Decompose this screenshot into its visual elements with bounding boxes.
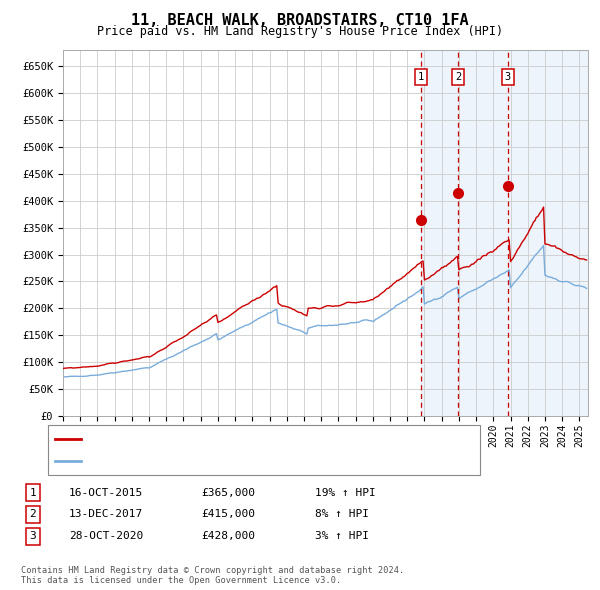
Text: 1: 1: [418, 72, 424, 82]
Text: 3: 3: [29, 532, 37, 541]
Text: 3: 3: [505, 72, 511, 82]
Text: 1: 1: [29, 488, 37, 497]
Text: 11, BEACH WALK, BROADSTAIRS, CT10 1FA (detached house): 11, BEACH WALK, BROADSTAIRS, CT10 1FA (d…: [85, 434, 422, 444]
Text: Contains HM Land Registry data © Crown copyright and database right 2024.
This d: Contains HM Land Registry data © Crown c…: [21, 566, 404, 585]
Text: HPI: Average price, detached house, Thanet: HPI: Average price, detached house, Than…: [85, 456, 348, 466]
Text: 2: 2: [29, 510, 37, 519]
Text: 13-DEC-2017: 13-DEC-2017: [69, 510, 143, 519]
Text: £415,000: £415,000: [201, 510, 255, 519]
Text: 3% ↑ HPI: 3% ↑ HPI: [315, 532, 369, 541]
Text: 2: 2: [455, 72, 461, 82]
Text: 28-OCT-2020: 28-OCT-2020: [69, 532, 143, 541]
Text: Price paid vs. HM Land Registry's House Price Index (HPI): Price paid vs. HM Land Registry's House …: [97, 25, 503, 38]
Text: 19% ↑ HPI: 19% ↑ HPI: [315, 488, 376, 497]
Text: 8% ↑ HPI: 8% ↑ HPI: [315, 510, 369, 519]
Text: £428,000: £428,000: [201, 532, 255, 541]
Bar: [421, 50, 588, 416]
Text: £365,000: £365,000: [201, 488, 255, 497]
Text: 16-OCT-2015: 16-OCT-2015: [69, 488, 143, 497]
Text: 11, BEACH WALK, BROADSTAIRS, CT10 1FA: 11, BEACH WALK, BROADSTAIRS, CT10 1FA: [131, 13, 469, 28]
